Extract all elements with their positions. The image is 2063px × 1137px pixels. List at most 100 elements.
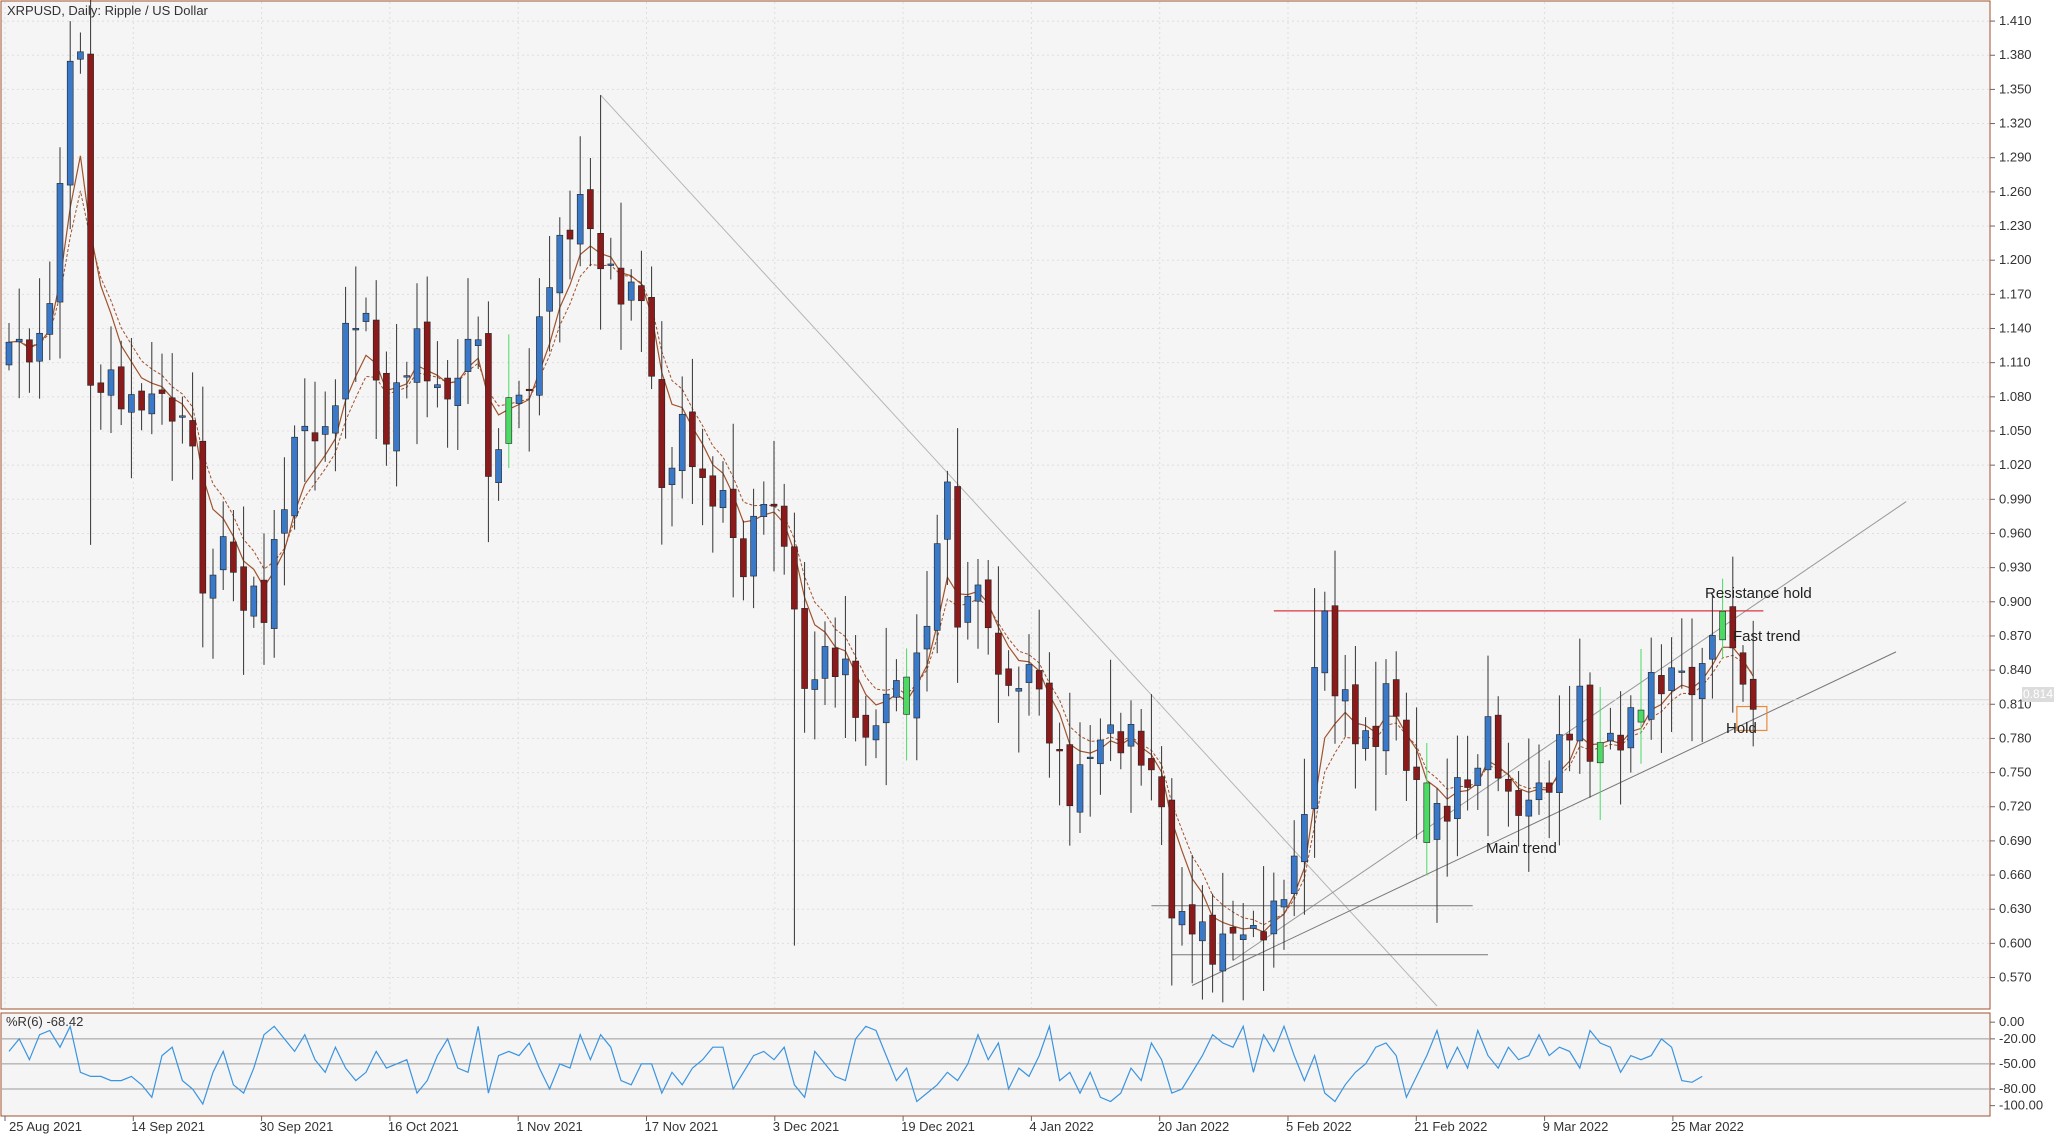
candle <box>658 321 666 545</box>
candle <box>1749 620 1757 747</box>
candle-body-bull <box>811 679 819 690</box>
oscillator-name: %R(6) <box>6 1014 43 1029</box>
candle-body-bear <box>801 608 808 689</box>
y-tick-label: 1.110 <box>1999 355 2031 370</box>
candle-body-bear <box>87 53 94 386</box>
candle-body-bull <box>107 369 115 396</box>
candle <box>821 621 829 705</box>
price-badge-bg <box>2022 687 2054 702</box>
candle <box>26 328 33 393</box>
candle <box>1607 707 1614 750</box>
candle <box>158 353 166 425</box>
y-tick-label: 1.200 <box>1999 252 2032 267</box>
candle <box>362 297 370 332</box>
candle <box>780 483 788 575</box>
candle-body-bear <box>1035 670 1043 690</box>
candle-body-bull <box>1535 782 1543 801</box>
candle-body-bear <box>117 366 125 410</box>
candle <box>1362 717 1369 761</box>
candle-body-bull <box>301 425 309 432</box>
candle-body-bull <box>1107 724 1114 734</box>
candle <box>1739 645 1747 702</box>
hold-annotation: Hold <box>1726 720 1757 737</box>
candle <box>1678 618 1686 689</box>
candle <box>903 648 910 761</box>
candle-body-bear <box>1158 776 1165 808</box>
candle <box>230 510 237 602</box>
candle-body-bear <box>566 229 574 240</box>
candle <box>1137 709 1145 786</box>
candle-body-bull <box>250 585 258 617</box>
candle-body-bull <box>1668 667 1675 691</box>
candle-body-bull <box>1239 934 1247 940</box>
candle-body-bull <box>750 515 757 577</box>
candle-body-bear <box>699 468 706 478</box>
candle-body-bull <box>1454 777 1461 820</box>
candle-body-bull <box>1311 667 1318 810</box>
candle-body-bull <box>678 413 686 472</box>
candle <box>1637 648 1645 764</box>
y-tick-label: 0.900 <box>1999 594 2032 609</box>
candle <box>1025 634 1033 716</box>
candle <box>515 380 523 429</box>
candle-body-bear <box>1494 714 1502 779</box>
candle-body-bull <box>872 725 880 741</box>
williams-r-panel: 0.00 -20.00 -50.00 -80.00 -100.00 <box>2 1014 2043 1113</box>
candle-body-bear <box>1739 652 1747 685</box>
candle <box>1015 666 1023 753</box>
candle <box>250 576 258 628</box>
candle <box>719 461 727 523</box>
candle-body-bull <box>219 536 227 571</box>
wr-tick-label: -80.00 <box>1999 1081 2036 1096</box>
candle <box>913 614 921 761</box>
x-tick-label: 4 Jan 2022 <box>1029 1119 1093 1134</box>
candle-body-bear <box>423 321 431 382</box>
x-tick-label: 14 Sep 2021 <box>131 1119 205 1134</box>
candle-body-bear <box>383 372 390 445</box>
candle <box>454 339 462 450</box>
candle-body-bear <box>658 379 666 488</box>
candle-body-bear <box>587 189 594 230</box>
candle-body-bear <box>1658 675 1665 695</box>
candle-body-bull <box>1097 739 1104 765</box>
candle-body-bull <box>291 436 298 517</box>
candle-body-bear <box>1586 684 1594 762</box>
candle-body-bull <box>1576 685 1584 742</box>
candle-body-bull <box>46 303 54 335</box>
candle <box>107 326 115 434</box>
candle-body-bear <box>1617 734 1624 751</box>
candle-body-bull <box>1596 742 1604 764</box>
candle-body-bear <box>1260 931 1267 941</box>
candle-body-bull <box>1270 900 1278 935</box>
candle-body-bull <box>1341 689 1349 702</box>
candle-body-bull <box>627 281 635 301</box>
candle-body-bull <box>332 405 339 434</box>
candle-body-bear <box>199 440 207 594</box>
candle <box>882 627 890 786</box>
y-tick-label: 0.930 <box>1999 560 2032 575</box>
candle-body-bull <box>434 384 441 389</box>
candle-body-bull <box>1362 730 1369 749</box>
wr-tick-label: 0.00 <box>1999 1014 2024 1029</box>
candle-body-bear <box>862 714 870 738</box>
y-tick-label: 0.870 <box>1999 628 2032 643</box>
candle-body-bear <box>617 267 625 305</box>
oscillator-plot-area <box>0 1012 1991 1117</box>
x-tick-label: 17 Nov 2021 <box>645 1119 719 1134</box>
candle-body-bull <box>556 234 564 294</box>
candle <box>1321 591 1329 691</box>
candle-body-bull <box>1025 664 1033 683</box>
candle-body-bull <box>882 693 890 724</box>
candle-body-bear <box>1117 731 1125 754</box>
candle <box>1372 661 1380 811</box>
candle-body-bear <box>1443 805 1451 822</box>
candle-body-bull <box>270 539 278 629</box>
candle <box>311 381 319 491</box>
candle <box>474 316 482 369</box>
candle <box>1392 651 1400 741</box>
oscillator-value: -68.42 <box>46 1014 83 1029</box>
candle <box>1250 910 1257 938</box>
candle-body-bull <box>1178 911 1186 926</box>
resistance-annotation: Resistance hold <box>1705 585 1812 602</box>
